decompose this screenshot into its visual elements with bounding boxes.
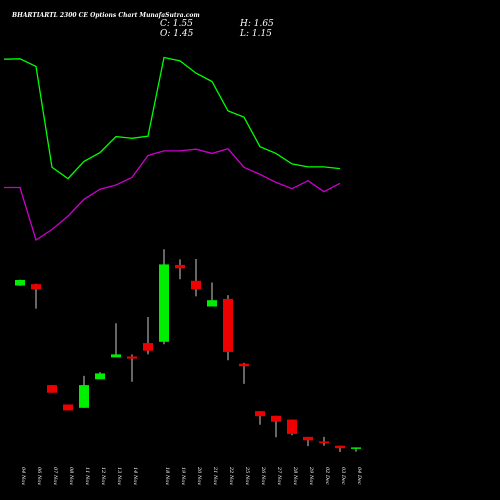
x-axis-label: 11 Nov xyxy=(84,467,90,485)
candle xyxy=(95,372,105,380)
candle xyxy=(191,259,201,297)
x-axis-label: 28 Nov xyxy=(292,466,298,485)
candle xyxy=(175,259,185,280)
candle xyxy=(15,279,25,286)
candle-body xyxy=(287,419,297,434)
candle-body xyxy=(175,264,185,269)
x-axis-label: 19 Nov xyxy=(180,467,186,485)
moving-average-layer xyxy=(3,56,341,242)
candle-body xyxy=(223,298,233,352)
x-axis-label: 04 Nov xyxy=(20,467,26,485)
candle-body xyxy=(15,280,25,286)
candle xyxy=(127,354,137,382)
x-axis-label: 07 Nov xyxy=(52,467,58,485)
x-axis-label: 02 Dec xyxy=(324,467,330,485)
candle xyxy=(207,282,217,307)
candle-body xyxy=(143,343,153,351)
candle-body xyxy=(159,264,169,342)
candle-body xyxy=(319,441,329,443)
candle-body xyxy=(191,280,201,290)
x-axis-label: 21 Nov xyxy=(212,466,218,485)
x-axis-label: 29 Nov xyxy=(308,466,314,485)
open-value: O: 1.45 xyxy=(160,29,194,39)
moving-average-line-2 xyxy=(4,148,341,242)
candle xyxy=(47,385,57,393)
x-axis-label: 27 Nov xyxy=(276,466,282,485)
candle-body xyxy=(255,411,265,417)
x-axis-label: 08 Nov xyxy=(68,467,74,485)
candle-body xyxy=(63,404,73,411)
x-axis-label: 12 Nov xyxy=(100,467,106,485)
candle-body xyxy=(351,447,361,449)
x-axis-label: 25 Nov xyxy=(244,466,250,485)
x-axis-label: 14 Nov xyxy=(132,467,138,485)
candle-body xyxy=(303,436,313,441)
candle xyxy=(63,404,73,411)
candle-body xyxy=(79,385,89,408)
candle xyxy=(239,362,249,384)
candle-body xyxy=(111,354,121,358)
candle-body xyxy=(47,385,57,393)
candle xyxy=(79,375,89,408)
candle-body xyxy=(127,356,137,359)
x-axis-label: 06 Nov xyxy=(36,467,42,485)
candle-body xyxy=(31,284,41,290)
candle-body xyxy=(335,445,345,449)
candle xyxy=(31,283,41,309)
candle xyxy=(351,447,361,452)
x-axis-label: 03 Dec xyxy=(340,467,346,485)
x-axis-label: 04 Dec xyxy=(356,467,362,485)
candle xyxy=(271,415,281,438)
high-value: H: 1.65 xyxy=(240,19,274,29)
candle xyxy=(335,445,345,452)
candle-body xyxy=(95,373,105,380)
candle-body xyxy=(207,300,217,307)
x-axis-label: 22 Nov xyxy=(228,466,234,485)
chart-title: BHARTIARTL 2300 CE Options Chart MunafaS… xyxy=(12,12,200,19)
x-axis-label: 26 Nov xyxy=(260,466,266,485)
moving-average-line-1 xyxy=(3,56,341,180)
candle xyxy=(303,436,313,447)
candle xyxy=(159,249,169,345)
x-axis-label: 20 Nov xyxy=(196,466,202,485)
candle xyxy=(111,323,121,358)
x-axis-labels: 04 Nov 06 Nov 07 Nov 08 Nov 11 Nov 12 Nov 13 N… xyxy=(20,466,362,485)
x-axis-label: 13 Nov xyxy=(116,467,122,485)
close-value: C: 1.55 xyxy=(160,19,193,29)
x-axis-label: 18 Nov xyxy=(164,467,170,485)
candle xyxy=(319,436,329,446)
candle xyxy=(255,411,265,425)
low-value: L: 1.15 xyxy=(240,29,272,39)
candle-body xyxy=(271,415,281,422)
candle xyxy=(287,419,297,436)
candle xyxy=(143,317,153,355)
candle-body xyxy=(239,363,249,367)
candles-layer xyxy=(15,249,361,452)
candle xyxy=(223,295,233,361)
